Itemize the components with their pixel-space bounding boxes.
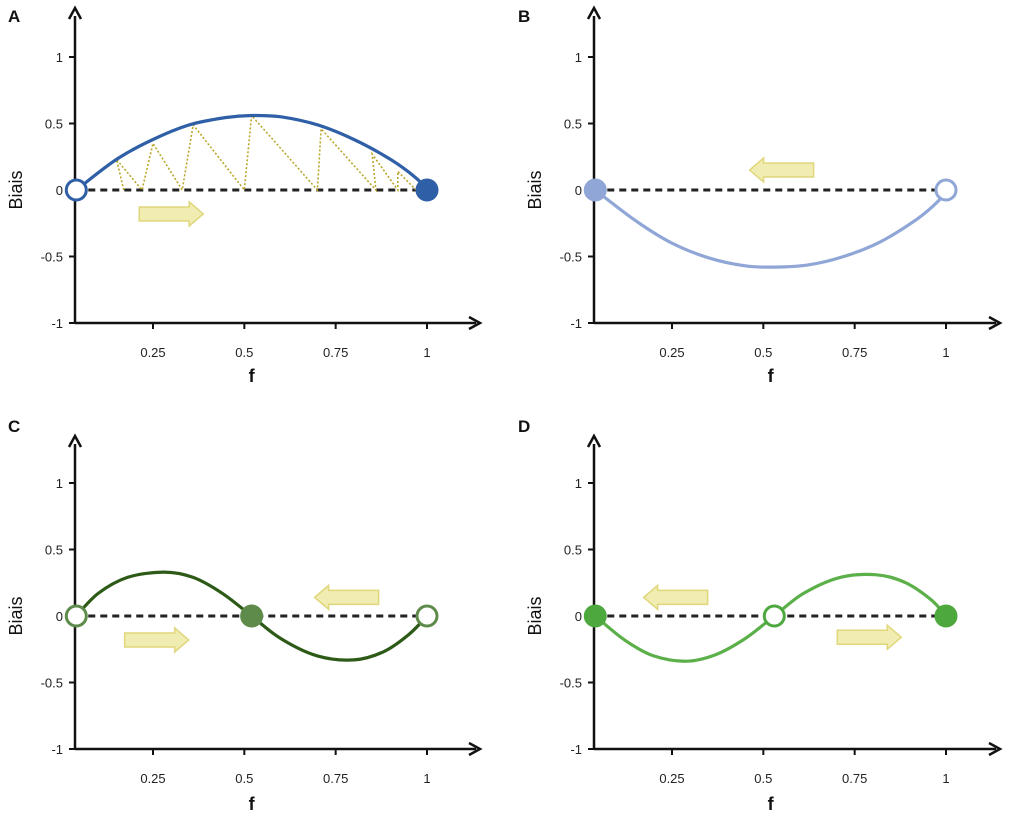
x-tick-label: 0.75 (842, 771, 867, 786)
y-tick-label: -0.5 (41, 250, 63, 265)
y-tick-label: 0 (56, 183, 63, 198)
panel-label: C (8, 417, 20, 436)
unstable-equilibrium-point (415, 604, 439, 628)
stable-equilibrium-point (240, 604, 264, 628)
y-tick-label: 0.5 (45, 543, 63, 558)
x-axis-arrowhead (988, 315, 1003, 331)
x-tick-label: 0.5 (235, 345, 253, 360)
y-axis-title: Biais (525, 596, 545, 635)
y-tick-label: -0.5 (41, 676, 63, 691)
y-axis-title: Biais (6, 170, 26, 209)
y-axis-arrowhead (67, 433, 83, 448)
x-tick-label: 0.5 (754, 771, 772, 786)
unstable-equilibrium-point (64, 178, 88, 202)
y-tick-label: 0.5 (564, 543, 582, 558)
y-tick-label: -0.5 (560, 250, 582, 265)
y-axis-title: Biais (525, 170, 545, 209)
x-axis-title: f (768, 366, 775, 386)
unstable-equilibrium-point (762, 604, 786, 628)
x-axis-arrowhead (468, 741, 483, 757)
x-tick-label: 1 (423, 345, 430, 360)
x-tick-label: 0.75 (323, 345, 348, 360)
panel-label: B (518, 7, 530, 26)
y-tick-label: -1 (570, 742, 582, 757)
bias-curve (75, 113, 429, 192)
unstable-equilibrium-point (934, 178, 958, 202)
x-tick-label: 0.25 (140, 771, 165, 786)
stable-equilibrium-point (583, 178, 607, 202)
x-axis-title: f (249, 794, 256, 814)
y-tick-label: -0.5 (560, 676, 582, 691)
y-tick-label: 0 (56, 609, 63, 624)
x-tick-label: 0.25 (659, 345, 684, 360)
panel-label: D (518, 417, 530, 436)
panel-label: A (8, 7, 20, 26)
panel-a: A 1 0.5 0 -0.5 -1 0.25 0.5 0.75 1 Biais f (6, 5, 483, 386)
zigzag-iterations (115, 113, 417, 193)
y-axis-arrowhead (67, 5, 83, 20)
x-tick-label: 1 (423, 771, 430, 786)
x-axis-title: f (768, 794, 775, 814)
x-axis-title: f (249, 366, 256, 386)
y-axis-arrowhead (586, 433, 602, 448)
x-tick-label: 0.75 (323, 771, 348, 786)
arrow-left-icon (748, 156, 815, 184)
y-tick-label: 1 (56, 476, 63, 491)
x-tick-label: 1 (942, 345, 949, 360)
panel-b: B 1 0.5 0 -0.5 -1 0.25 0.5 0.75 1 Biais f (518, 5, 1003, 386)
unstable-equilibrium-point (64, 604, 88, 628)
x-tick-label: 0.5 (754, 345, 772, 360)
y-tick-label: 0.5 (45, 117, 63, 132)
y-tick-label: 1 (56, 50, 63, 65)
x-tick-label: 0.25 (659, 771, 684, 786)
arrow-right-icon (123, 626, 190, 654)
y-tick-label: 0 (575, 609, 582, 624)
x-tick-label: 0.75 (842, 345, 867, 360)
x-tick-label: 1 (942, 771, 949, 786)
y-tick-label: -1 (570, 316, 582, 331)
y-tick-label: -1 (51, 316, 63, 331)
panel-d: D 1 0.5 0 -0.5 -1 0.25 0.5 0.75 1 Biais f (518, 417, 1003, 814)
y-axis-title: Biais (6, 596, 26, 635)
arrow-left-icon (642, 583, 709, 612)
x-tick-label: 0.5 (235, 771, 253, 786)
arrow-right-icon (138, 200, 205, 228)
y-axis-arrowhead (586, 5, 602, 20)
y-tick-label: 0.5 (564, 117, 582, 132)
y-tick-label: 0 (575, 183, 582, 198)
arrow-right-icon (836, 623, 903, 651)
y-tick-label: -1 (51, 742, 63, 757)
y-tick-label: 1 (575, 476, 582, 491)
x-axis-arrowhead (988, 741, 1003, 757)
x-axis-arrowhead (468, 315, 483, 331)
panel-c: C 1 0.5 0 -0.5 -1 0.25 0.5 0.75 1 Biais f (6, 417, 483, 814)
y-tick-label: 1 (575, 50, 582, 65)
stable-equilibrium-point (583, 604, 607, 628)
stable-equilibrium-point (934, 604, 958, 628)
stable-equilibrium-point (415, 178, 439, 202)
bias-curve (594, 188, 948, 269)
x-tick-label: 0.25 (140, 345, 165, 360)
arrow-left-icon (313, 583, 380, 612)
